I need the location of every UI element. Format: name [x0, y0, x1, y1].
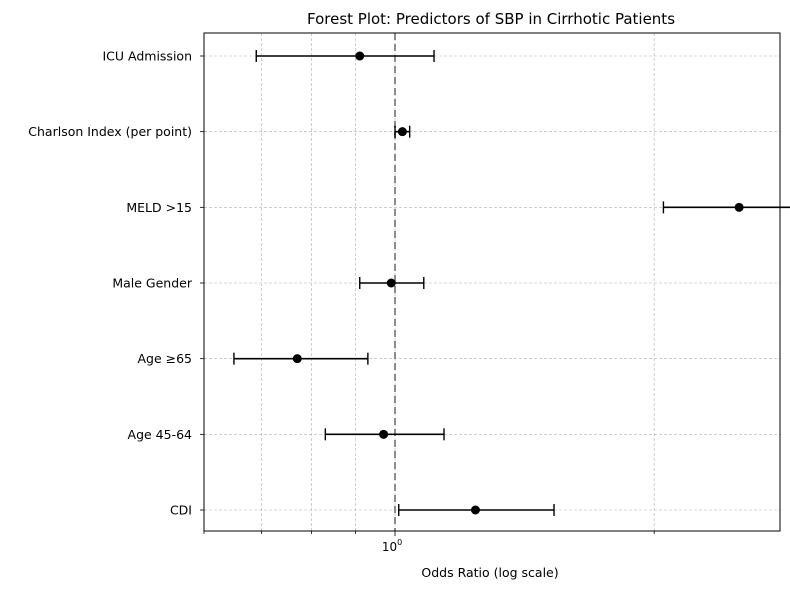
- y-tick-label: MELD >15: [126, 200, 192, 215]
- y-tick-label: Charlson Index (per point): [28, 124, 192, 139]
- plot-frame: [203, 32, 781, 532]
- x-axis-label: Odds Ratio (log scale): [421, 565, 558, 580]
- y-tick-label: Age ≥65: [137, 351, 192, 366]
- chart-title: Forest Plot: Predictors of SBP in Cirrho…: [307, 10, 675, 28]
- y-tick-label: Male Gender: [112, 276, 193, 291]
- odds-ratio-point: [386, 278, 396, 288]
- grid: [203, 33, 780, 531]
- odds-ratio-point: [292, 354, 302, 364]
- y-tick-label: CDI: [170, 503, 192, 518]
- odds-ratio-point: [379, 429, 389, 439]
- odds-ratio-point: [734, 202, 744, 212]
- data-layer: [233, 50, 790, 516]
- odds-ratio-point: [470, 505, 480, 515]
- y-tick-label: ICU Admission: [102, 49, 192, 64]
- odds-ratio-point: [397, 127, 407, 137]
- odds-ratio-point: [355, 51, 365, 61]
- axes: 100 ICU Admission Charlson Index (per poin…: [28, 49, 655, 554]
- x-tick-label: 100: [382, 538, 402, 554]
- y-tick-label: Age 45-64: [128, 427, 193, 442]
